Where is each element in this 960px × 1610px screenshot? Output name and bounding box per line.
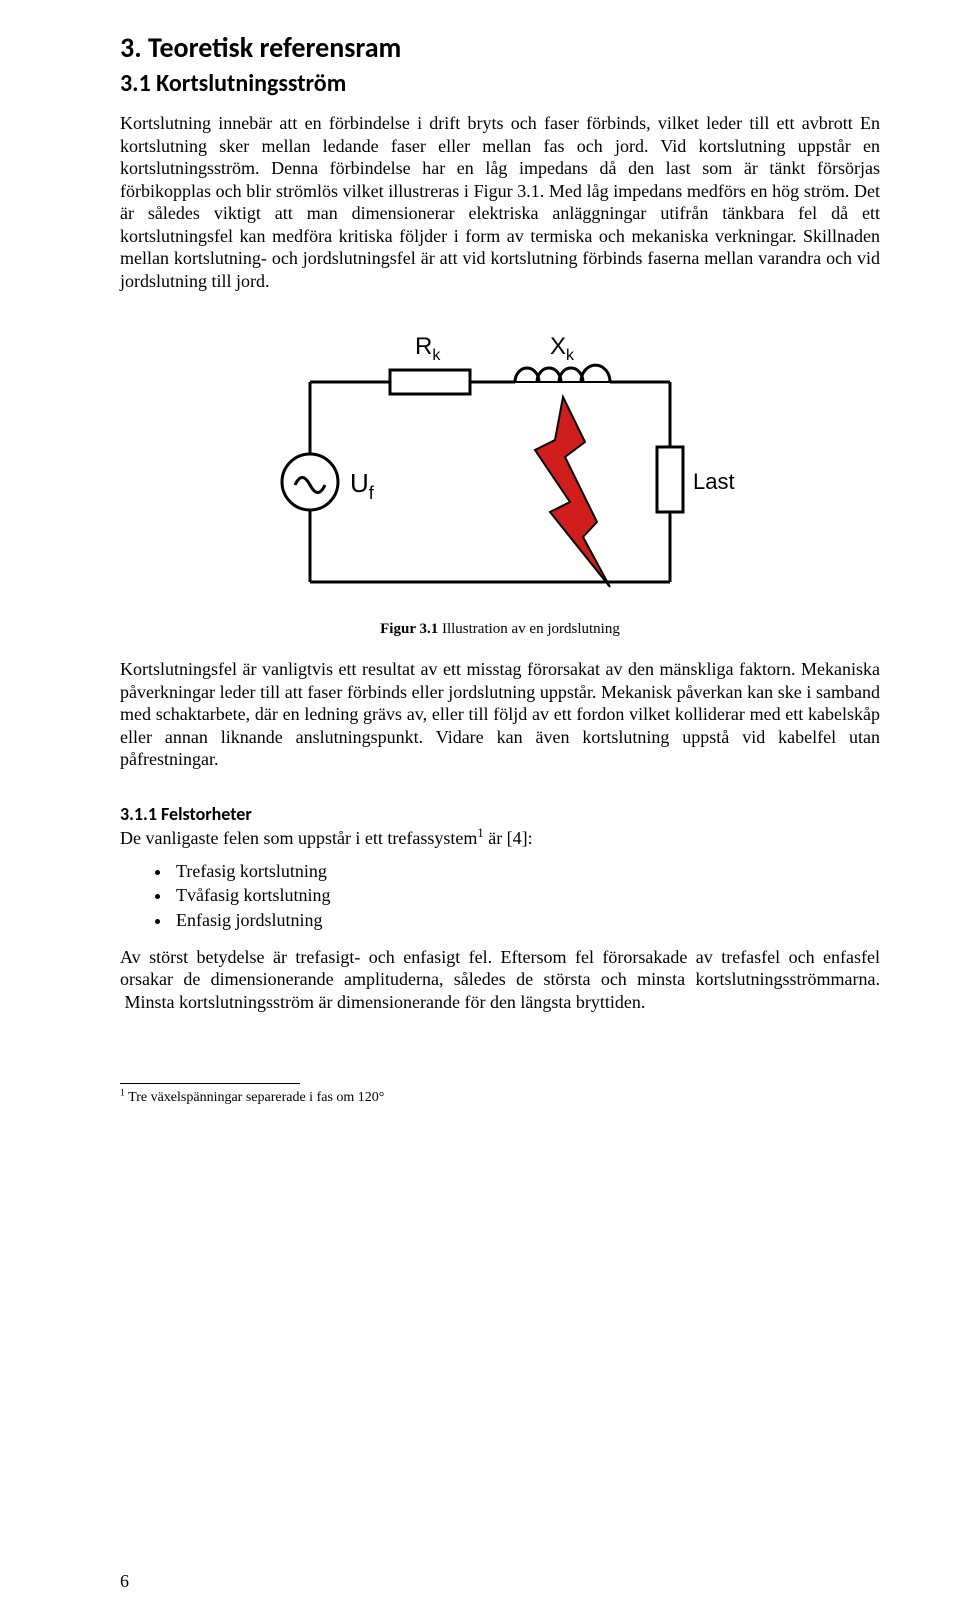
list-item: Trefasig kortslutning xyxy=(172,859,880,883)
footnote-1: 1 Tre växelspänningar separerade i fas o… xyxy=(120,1090,880,1106)
label-last: Last xyxy=(693,469,735,494)
subsubsection-title: 3.1.1 Felstorheter xyxy=(120,803,880,825)
list-item: Tvåfasig kortslutning xyxy=(172,883,880,907)
para-kortslutningsfel: Kortslutningsfel är vanligtvis ett resul… xyxy=(120,658,880,771)
page-number: 6 xyxy=(120,1571,129,1592)
para-storst-betydelse: Av störst betydelse är trefasigt- och en… xyxy=(120,946,880,1014)
list-item: Enfasig jordslutning xyxy=(172,908,880,932)
page: 3. Teoretisk referensram 3.1 Kortslutnin… xyxy=(0,0,960,1610)
figure-caption-text: Illustration av en jordslutning xyxy=(438,621,620,637)
label-xk: Xk xyxy=(550,333,575,364)
label-rk: Rk xyxy=(415,333,441,364)
footnote-rule xyxy=(120,1083,300,1084)
figure-caption-number: Figur 3.1 xyxy=(380,621,438,637)
subsection-title: 3.1 Kortslutningsström xyxy=(120,69,880,98)
section-title: 3. Teoretisk referensram xyxy=(120,30,880,65)
figure-caption: Figur 3.1 Illustration av en jordslutnin… xyxy=(120,621,880,638)
felstorheter-intro: De vanligaste felen som uppstår i ett tr… xyxy=(120,827,880,850)
fault-type-list: Trefasig kortslutning Tvåfasig kortslutn… xyxy=(120,859,880,932)
circuit-diagram: Rk Xk Uf Last xyxy=(265,322,735,602)
para-kortslutning-intro: Kortslutning innebär att en förbindelse … xyxy=(120,112,880,292)
figure-3-1: Rk Xk Uf Last Figur 3.1 Illustration av … xyxy=(120,322,880,638)
label-uf: Uf xyxy=(350,468,375,503)
